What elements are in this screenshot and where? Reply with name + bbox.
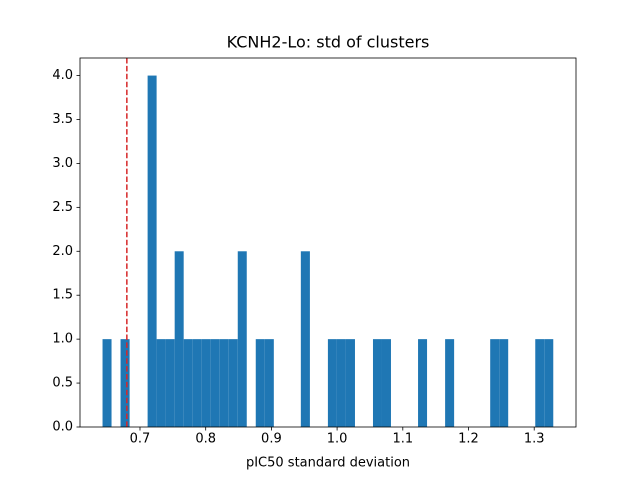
bar <box>336 339 346 427</box>
bar <box>544 339 554 427</box>
bar <box>210 339 220 427</box>
y-tick-label: 1.0 <box>52 332 73 347</box>
y-tick-label: 2.0 <box>52 244 73 259</box>
x-axis-label: pIC50 standard deviation <box>246 456 410 471</box>
x-tick-label: 1.0 <box>327 432 348 447</box>
bar <box>156 339 166 427</box>
bar <box>237 251 247 427</box>
y-tick-label: 1.5 <box>52 288 73 303</box>
bar <box>228 339 238 427</box>
bar <box>300 251 310 427</box>
x-tick-label: 0.7 <box>130 432 151 447</box>
x-tick-label: 1.3 <box>524 432 545 447</box>
y-tick-label: 0.0 <box>52 420 73 435</box>
bar <box>418 339 428 427</box>
bar <box>490 339 500 427</box>
bar <box>327 339 337 427</box>
bar <box>183 339 193 427</box>
y-tick-label: 4.0 <box>52 68 73 83</box>
bar <box>345 339 355 427</box>
y-tick-label: 2.5 <box>52 200 73 215</box>
y-tick-label: 3.0 <box>52 156 73 171</box>
bar <box>372 339 382 427</box>
bar <box>219 339 229 427</box>
x-tick-label: 0.9 <box>261 432 282 447</box>
bar <box>264 339 274 427</box>
bar <box>102 339 112 427</box>
y-tick-label: 3.5 <box>52 112 73 127</box>
bar <box>499 339 509 427</box>
x-tick-label: 1.2 <box>458 432 479 447</box>
bar <box>147 75 157 428</box>
bar <box>120 339 130 427</box>
x-tick-label: 1.1 <box>392 432 413 447</box>
bar <box>255 339 265 427</box>
bar <box>445 339 455 427</box>
bar <box>201 339 211 427</box>
bar <box>174 251 184 427</box>
y-tick-label: 0.5 <box>52 376 73 391</box>
bar <box>535 339 545 427</box>
bar <box>165 339 175 427</box>
axes-frame <box>79 57 577 428</box>
x-tick-label: 0.8 <box>195 432 216 447</box>
bar <box>192 339 202 427</box>
bar <box>381 339 391 427</box>
chart-title: KCNH2-Lo: std of clusters <box>227 33 430 52</box>
